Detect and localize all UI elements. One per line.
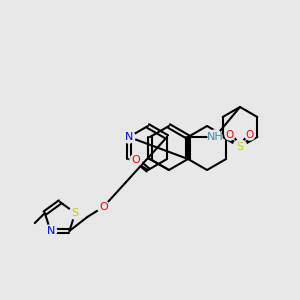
Text: O: O — [99, 202, 108, 212]
Circle shape — [130, 154, 142, 166]
Circle shape — [233, 140, 247, 154]
Circle shape — [69, 207, 81, 219]
Text: O: O — [132, 155, 140, 165]
Text: N: N — [46, 226, 55, 236]
Text: S: S — [72, 208, 79, 218]
Circle shape — [98, 201, 110, 213]
Circle shape — [225, 130, 235, 140]
Circle shape — [45, 225, 57, 237]
Circle shape — [208, 130, 222, 144]
Text: O: O — [226, 130, 234, 140]
Circle shape — [123, 131, 135, 143]
Text: NH: NH — [207, 132, 224, 142]
Circle shape — [245, 130, 255, 140]
Text: O: O — [246, 130, 254, 140]
Text: S: S — [236, 142, 244, 152]
Text: N: N — [125, 132, 133, 142]
